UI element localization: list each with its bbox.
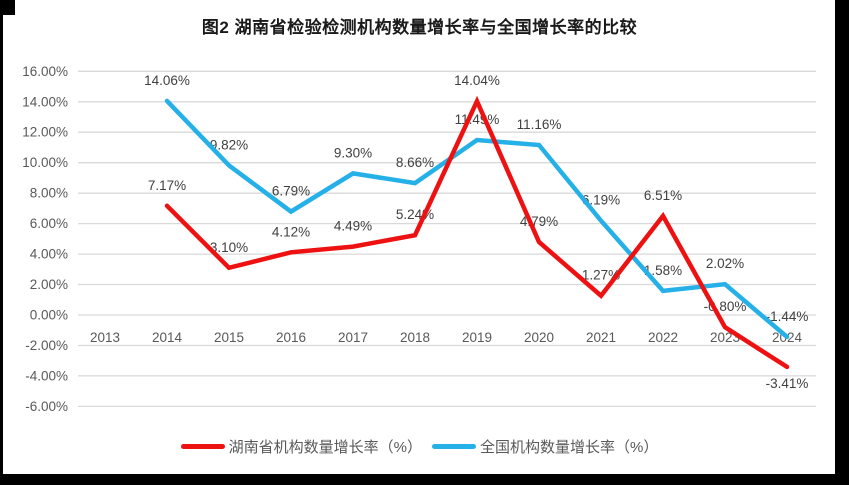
x-tick-label: 2014 <box>152 330 183 345</box>
data-label: 14.04% <box>454 73 500 88</box>
y-tick-label: 6.00% <box>30 216 68 231</box>
chart-legend: 湖南省机构数量增长率（%） 全国机构数量增长率（%） <box>3 436 836 457</box>
x-tick-label: 2013 <box>90 330 120 345</box>
page-frame-corner <box>0 0 15 15</box>
y-tick-label: 0.00% <box>30 308 68 323</box>
data-label: 1.27% <box>582 268 620 283</box>
page-frame-left <box>0 0 3 485</box>
data-label: 9.30% <box>334 145 372 160</box>
x-tick-label: 2022 <box>648 330 678 345</box>
y-tick-label: 4.00% <box>30 247 68 262</box>
data-label: 2.02% <box>706 256 744 271</box>
y-tick-label: -2.00% <box>25 338 68 353</box>
data-label: 14.06% <box>144 73 190 88</box>
y-tick-label: 14.00% <box>22 94 68 109</box>
series-line <box>164 95 790 370</box>
x-tick-label: 2019 <box>462 330 492 345</box>
data-label: 8.66% <box>396 155 434 170</box>
legend-label-hunan: 湖南省机构数量增长率（%） <box>228 439 422 456</box>
x-tick-label: 2020 <box>524 330 554 345</box>
data-label: 4.12% <box>272 224 310 239</box>
page-frame-right <box>835 0 849 485</box>
data-label: 4.49% <box>334 219 372 234</box>
x-tick-label: 2015 <box>214 330 244 345</box>
hunan-line-swatch-icon <box>180 444 225 449</box>
data-label: 1.58% <box>644 263 682 278</box>
data-label: 3.10% <box>210 240 248 255</box>
chart-title: 图2 湖南省检验检测机构数量增长率与全国增长率的比较 <box>201 18 638 37</box>
legend-item-hunan: 湖南省机构数量增长率（%） <box>180 436 422 457</box>
y-tick-label: 16.00% <box>22 64 68 79</box>
legend-item-national: 全国机构数量增长率（%） <box>432 436 658 457</box>
national-line-swatch-icon <box>432 444 476 449</box>
page-frame-bottom <box>0 474 849 485</box>
y-tick-label: 12.00% <box>22 125 68 140</box>
x-tick-label: 2021 <box>586 330 616 345</box>
y-tick-label: 2.00% <box>30 277 68 292</box>
data-label: 7.17% <box>148 178 186 193</box>
data-label: 9.82% <box>210 137 248 152</box>
data-label: 11.49% <box>455 112 500 127</box>
y-tick-label: -4.00% <box>25 368 68 383</box>
y-tick-label: 8.00% <box>30 186 68 201</box>
x-tick-label: 2018 <box>400 330 430 345</box>
x-tick-label: 2017 <box>338 330 368 345</box>
series-line <box>164 98 790 340</box>
x-tick-label: 2016 <box>276 330 306 345</box>
data-label: 6.19% <box>582 193 620 208</box>
legend-label-national: 全国机构数量增长率（%） <box>480 439 659 456</box>
y-tick-label: -6.00% <box>25 399 68 414</box>
data-label: -3.41% <box>766 376 809 391</box>
data-label: 11.16% <box>517 117 562 132</box>
data-label: 6.79% <box>272 184 310 199</box>
y-tick-label: 10.00% <box>22 155 68 170</box>
data-label: 6.51% <box>644 188 682 203</box>
data-label: -1.44% <box>766 309 809 324</box>
